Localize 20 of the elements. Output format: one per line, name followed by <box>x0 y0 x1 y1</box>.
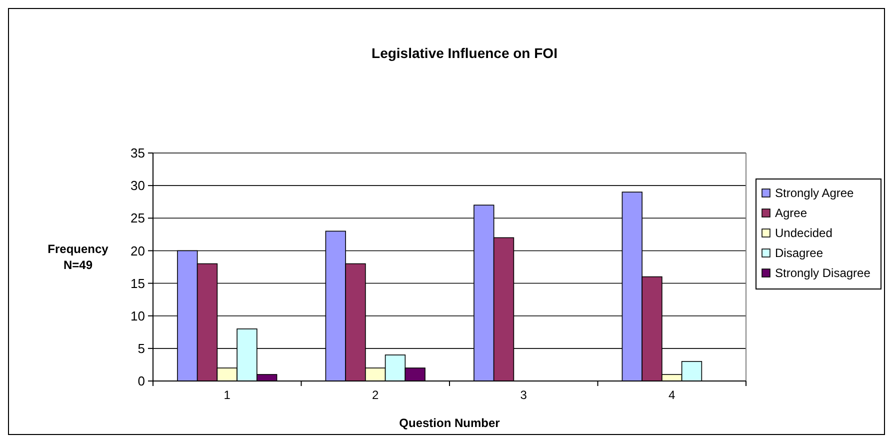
legend-label: Disagree <box>775 246 824 260</box>
x-tick-label: 4 <box>668 388 676 402</box>
x-axis-title: Question Number <box>399 416 500 430</box>
y-tick-label: 10 <box>130 308 145 324</box>
y-tick-label: 15 <box>130 276 145 291</box>
x-tick-label: 3 <box>520 388 528 402</box>
y-tick-label: 20 <box>130 243 145 258</box>
y-tick-label: 25 <box>130 210 145 226</box>
y-tick-label: 5 <box>138 340 145 356</box>
y-tick-label: 0 <box>138 374 145 389</box>
y-axis-title: Frequency N=49 <box>48 242 109 272</box>
legend-label: Agree <box>775 206 808 220</box>
legend-label: Undecided <box>775 226 832 240</box>
chart-title: Legislative Influence on FOI <box>372 45 558 61</box>
y-tick-label: 30 <box>130 178 145 194</box>
legend-label: Strongly Agree <box>775 186 854 200</box>
x-tick-label: 1 <box>224 388 231 402</box>
legend-label: Strongly Disagree <box>775 266 871 280</box>
y-tick-label: 35 <box>130 146 145 161</box>
x-tick-label: 2 <box>372 388 380 402</box>
